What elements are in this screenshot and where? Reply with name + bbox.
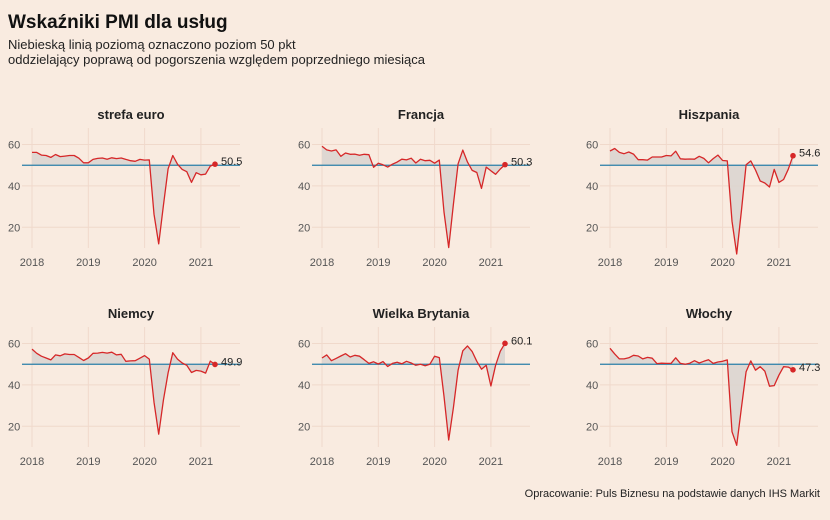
panel-title: Niemcy: [108, 306, 155, 321]
panel-niemcy: Niemcy 20 40 60 2018 2019 2020 2021 49.9: [8, 306, 242, 468]
x-tick-label: 2020: [132, 456, 156, 468]
x-tick-label: 2018: [310, 456, 334, 468]
panel-title: Francja: [398, 107, 445, 122]
y-tick-label: 40: [586, 181, 598, 193]
x-tick-label: 2019: [76, 456, 100, 468]
series-line: [321, 342, 506, 441]
last-point: [502, 161, 508, 168]
last-value-label: 54.6: [799, 148, 820, 160]
x-tick-label: 2020: [422, 257, 446, 269]
y-tick-label: 40: [586, 380, 598, 392]
page-subtitle: Niebieską linią poziomą oznaczono poziom…: [8, 37, 708, 67]
panel-wielka-brytania: Wielka Brytania 20 40 60 2018 2019 2020 2021 60.…: [298, 306, 532, 468]
panel-title: strefa euro: [97, 107, 164, 122]
x-tick-label: 2021: [189, 257, 213, 269]
last-point: [212, 161, 218, 168]
x-tick-label: 2018: [20, 456, 44, 468]
y-tick-label: 60: [586, 339, 598, 351]
subtitle-line-1: Niebieską linią poziomą oznaczono poziom…: [8, 37, 296, 52]
series-line: [609, 347, 794, 446]
panel-title: Hiszpania: [679, 107, 740, 122]
x-tick-label: 2018: [310, 257, 334, 269]
y-tick-label: 40: [298, 380, 310, 392]
panel-hiszpania: Hiszpania 20 40 60 2018 2019 2020 2021 54.6: [586, 107, 820, 269]
panel-wlochy: Włochy 20 40 60 2018 2019 2020 2021 47.3: [586, 306, 820, 468]
y-tick-label: 40: [8, 181, 20, 193]
y-tick-label: 40: [298, 181, 310, 193]
last-value-label: 60.1: [511, 335, 532, 347]
y-tick-label: 20: [586, 421, 598, 433]
x-tick-label: 2019: [654, 456, 678, 468]
last-point: [502, 340, 508, 347]
y-tick-label: 20: [298, 222, 310, 234]
y-tick-label: 60: [298, 140, 310, 152]
x-tick-label: 2019: [654, 257, 678, 269]
panel-title: Wielka Brytania: [373, 306, 470, 321]
x-tick-label: 2021: [189, 456, 213, 468]
panel-strefa-euro: strefa euro 20 40 60 2018 2019 2020 2021 50.5: [8, 107, 242, 269]
last-point: [790, 367, 796, 373]
x-tick-label: 2020: [132, 257, 156, 269]
y-tick-label: 40: [8, 380, 20, 392]
y-tick-label: 60: [298, 339, 310, 351]
deviation-area: [610, 348, 793, 446]
last-value-label: 50.5: [221, 156, 242, 168]
series-line: [32, 151, 216, 245]
x-tick-label: 2019: [366, 456, 390, 468]
deviation-area: [32, 152, 215, 244]
y-tick-label: 60: [8, 140, 20, 152]
x-tick-label: 2021: [767, 257, 791, 269]
x-tick-label: 2019: [76, 257, 100, 269]
x-tick-label: 2019: [366, 257, 390, 269]
x-tick-label: 2018: [598, 456, 622, 468]
y-tick-label: 20: [8, 222, 20, 234]
deviation-area: [322, 343, 505, 440]
panel-title: Włochy: [686, 306, 733, 321]
y-tick-label: 60: [8, 339, 20, 351]
deviation-area: [32, 349, 215, 435]
y-tick-label: 20: [8, 421, 20, 433]
y-tick-label: 60: [586, 140, 598, 152]
x-tick-label: 2021: [767, 456, 791, 468]
subtitle-line-2: oddzielający poprawą od pogorszenia wzgl…: [8, 52, 425, 67]
x-tick-label: 2018: [598, 257, 622, 269]
x-tick-label: 2021: [479, 456, 503, 468]
x-tick-label: 2018: [20, 257, 44, 269]
series-line: [609, 147, 794, 255]
series-line: [31, 348, 216, 435]
y-tick-label: 20: [298, 421, 310, 433]
last-point: [790, 152, 796, 159]
last-value-label: 50.3: [511, 157, 532, 169]
x-tick-label: 2020: [422, 456, 446, 468]
source-caption: Opracowanie: Puls Biznesu na podstawie d…: [524, 488, 820, 500]
x-tick-label: 2020: [710, 456, 734, 468]
y-tick-label: 20: [586, 222, 598, 234]
page-title: Wskaźniki PMI dla usług: [8, 12, 228, 33]
last-value-label: 49.9: [221, 356, 242, 368]
deviation-area: [610, 148, 793, 254]
x-tick-label: 2020: [710, 257, 734, 269]
panel-francja: Francja 20 40 60 2018 2019 2020 2021 50.3: [298, 107, 532, 269]
series-line: [321, 145, 506, 249]
last-point: [212, 361, 218, 368]
x-tick-label: 2021: [479, 257, 503, 269]
last-value-label: 47.3: [799, 362, 820, 374]
